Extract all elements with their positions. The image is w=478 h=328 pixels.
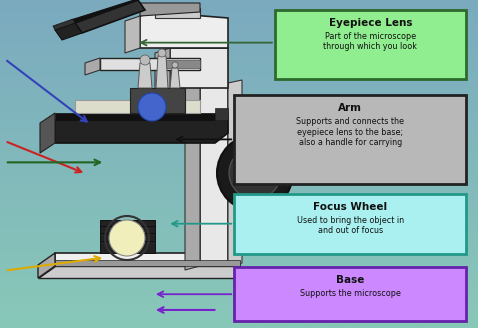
Polygon shape bbox=[170, 48, 228, 88]
Polygon shape bbox=[85, 58, 100, 75]
Polygon shape bbox=[100, 220, 155, 226]
Circle shape bbox=[158, 49, 166, 57]
Polygon shape bbox=[215, 108, 228, 120]
Polygon shape bbox=[100, 233, 155, 241]
Polygon shape bbox=[140, 12, 228, 48]
Text: Eyepiece Lens: Eyepiece Lens bbox=[329, 18, 412, 28]
Polygon shape bbox=[138, 63, 152, 88]
Text: Focus Wheel: Focus Wheel bbox=[313, 201, 387, 212]
Polygon shape bbox=[100, 58, 200, 70]
Circle shape bbox=[238, 201, 252, 215]
Polygon shape bbox=[130, 88, 185, 113]
Circle shape bbox=[245, 163, 265, 183]
Polygon shape bbox=[160, 60, 200, 68]
Circle shape bbox=[109, 220, 145, 256]
Circle shape bbox=[172, 62, 178, 68]
Polygon shape bbox=[55, 260, 240, 266]
Polygon shape bbox=[55, 120, 228, 143]
Polygon shape bbox=[53, 19, 75, 30]
Polygon shape bbox=[125, 16, 140, 53]
FancyBboxPatch shape bbox=[234, 267, 466, 321]
Text: Supports the microscope: Supports the microscope bbox=[300, 289, 401, 298]
Polygon shape bbox=[55, 23, 82, 40]
Polygon shape bbox=[155, 48, 170, 92]
Polygon shape bbox=[170, 68, 180, 88]
Polygon shape bbox=[38, 266, 240, 278]
Text: Base: Base bbox=[336, 275, 364, 285]
Polygon shape bbox=[38, 253, 55, 278]
FancyBboxPatch shape bbox=[234, 95, 466, 184]
Circle shape bbox=[140, 55, 150, 65]
Polygon shape bbox=[200, 83, 228, 266]
Circle shape bbox=[217, 135, 293, 211]
FancyBboxPatch shape bbox=[275, 10, 466, 79]
Polygon shape bbox=[55, 253, 240, 266]
Polygon shape bbox=[100, 226, 155, 233]
Polygon shape bbox=[185, 83, 200, 270]
Polygon shape bbox=[75, 0, 145, 33]
Polygon shape bbox=[140, 3, 200, 16]
Text: Arm: Arm bbox=[338, 103, 362, 113]
Polygon shape bbox=[155, 8, 200, 18]
Polygon shape bbox=[228, 80, 242, 266]
Text: Supports and connects the
eyepiece lens to the base;
also a handle for carrying: Supports and connects the eyepiece lens … bbox=[296, 117, 404, 147]
Polygon shape bbox=[156, 56, 168, 88]
Polygon shape bbox=[75, 100, 200, 113]
Circle shape bbox=[229, 147, 281, 199]
Circle shape bbox=[138, 93, 166, 121]
Text: Part of the microscope
through which you look: Part of the microscope through which you… bbox=[324, 32, 417, 51]
Text: Used to bring the object in
and out of focus: Used to bring the object in and out of f… bbox=[296, 215, 404, 235]
Polygon shape bbox=[71, 0, 138, 23]
Polygon shape bbox=[55, 113, 228, 120]
FancyBboxPatch shape bbox=[234, 194, 466, 254]
Polygon shape bbox=[40, 113, 55, 153]
Polygon shape bbox=[100, 241, 155, 253]
